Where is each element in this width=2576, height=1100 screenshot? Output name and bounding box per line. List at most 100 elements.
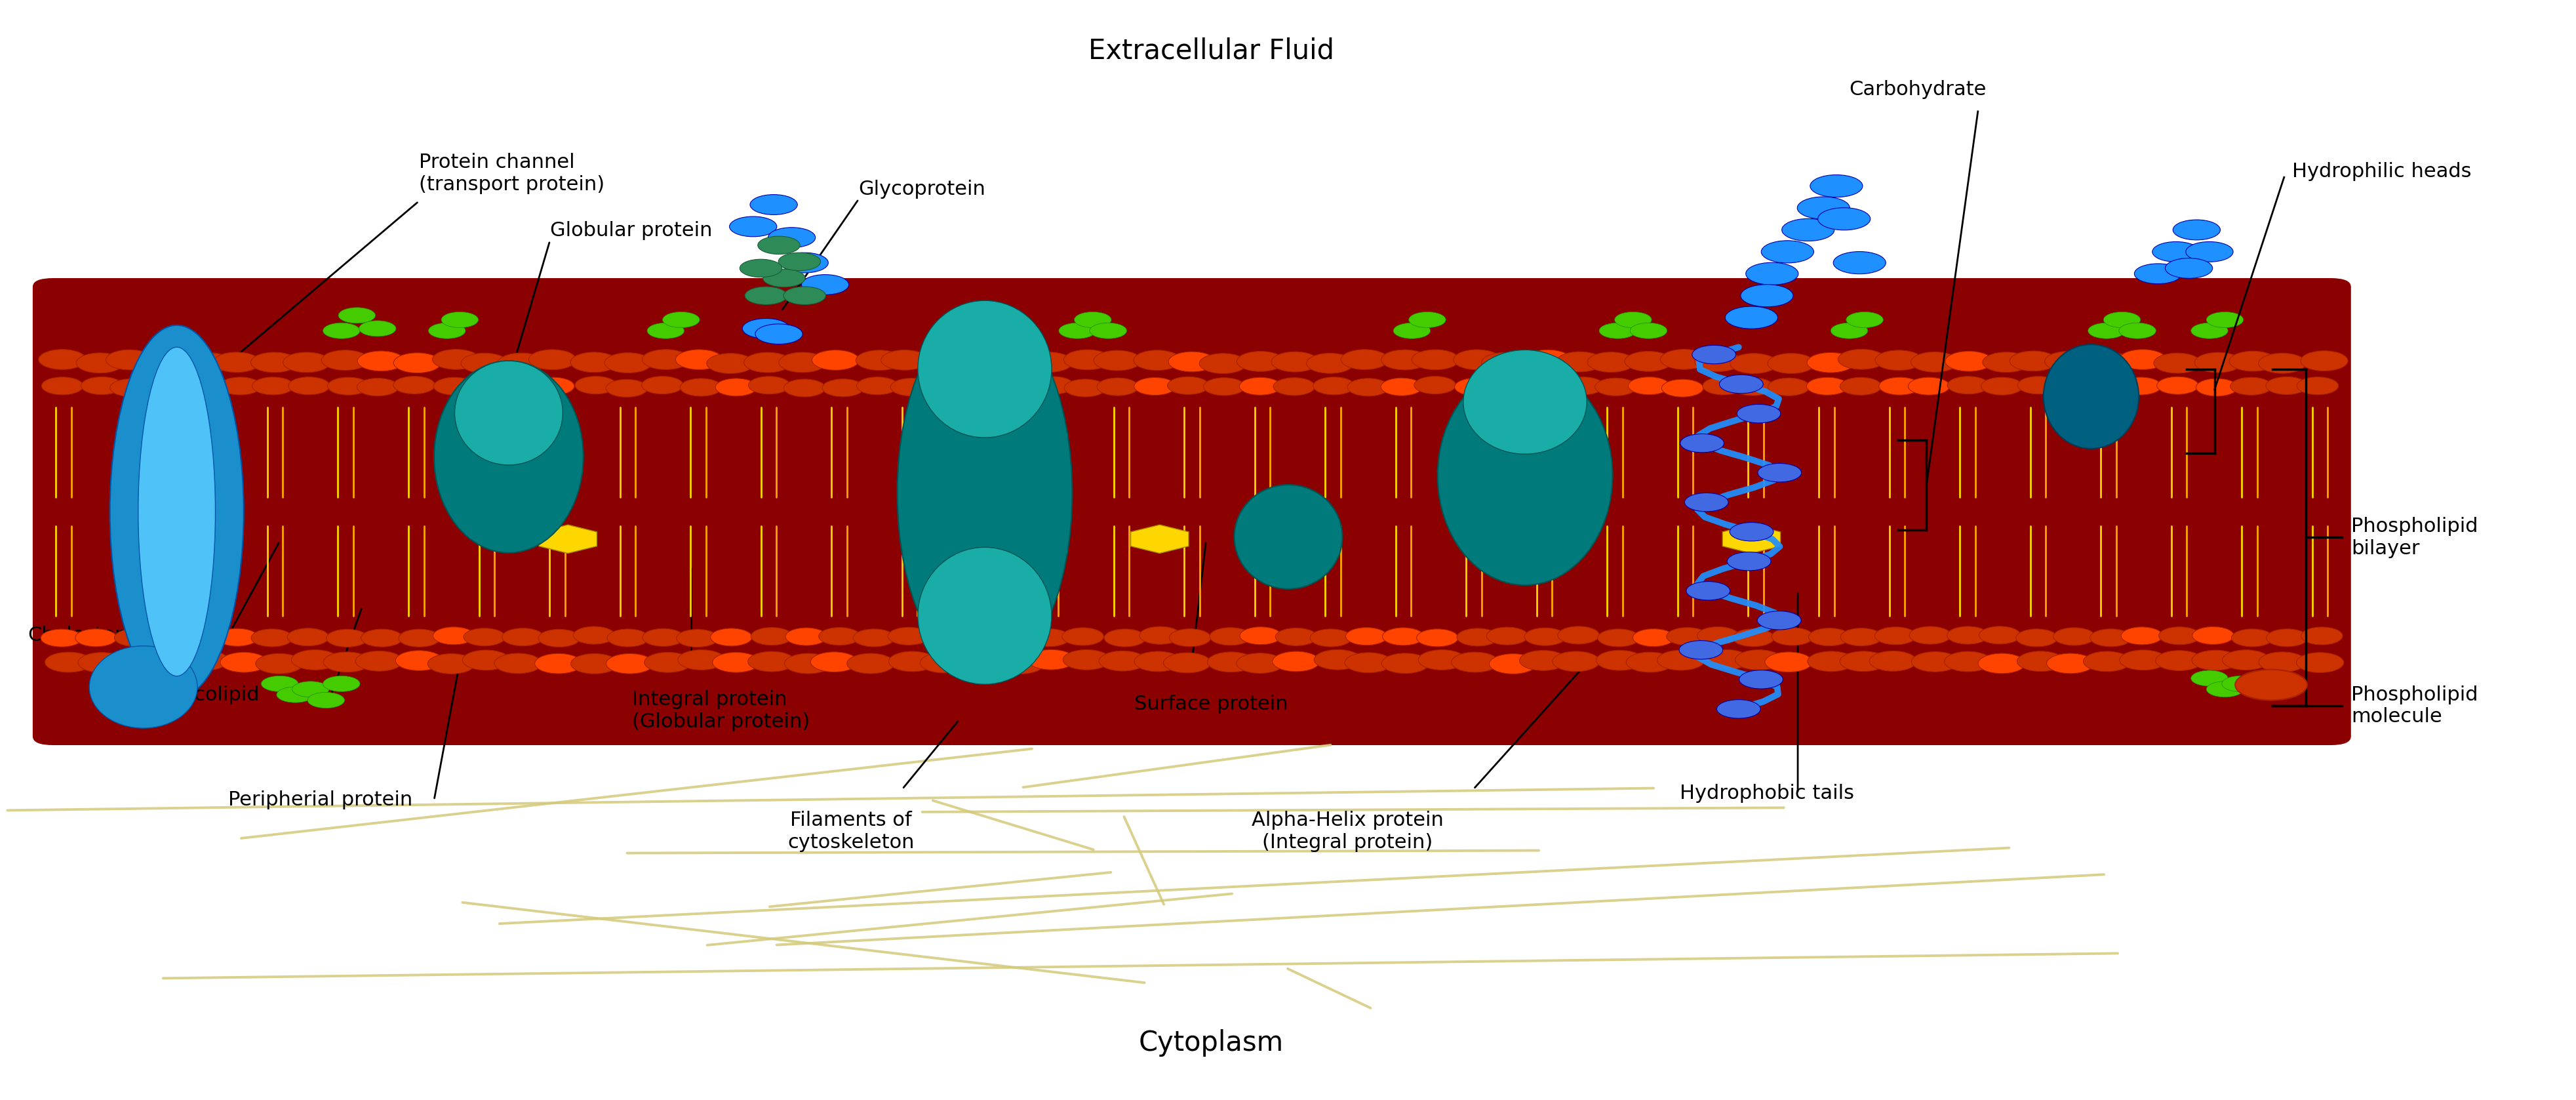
Text: Phospholipid
molecule: Phospholipid molecule — [2349, 685, 2478, 726]
Circle shape — [1736, 405, 1780, 422]
Circle shape — [2133, 264, 2182, 284]
Circle shape — [1625, 351, 1672, 372]
Circle shape — [1659, 350, 1708, 370]
Circle shape — [1911, 352, 1958, 372]
Circle shape — [286, 628, 330, 646]
Circle shape — [1947, 376, 1989, 394]
Circle shape — [322, 652, 371, 672]
Circle shape — [755, 323, 801, 344]
Circle shape — [1628, 377, 1669, 395]
Circle shape — [394, 650, 443, 671]
Circle shape — [644, 652, 690, 672]
Circle shape — [1656, 650, 1705, 670]
Circle shape — [1811, 175, 1862, 197]
Circle shape — [2195, 352, 2241, 373]
Circle shape — [768, 228, 814, 248]
Circle shape — [605, 379, 647, 397]
Text: Glycolipid: Glycolipid — [162, 685, 260, 704]
Circle shape — [2295, 377, 2339, 395]
Circle shape — [1728, 353, 1777, 374]
Text: Surface protein: Surface protein — [1133, 695, 1288, 714]
Circle shape — [1489, 653, 1535, 674]
Circle shape — [77, 353, 124, 373]
Circle shape — [605, 653, 654, 674]
Circle shape — [327, 377, 368, 395]
Circle shape — [1525, 377, 1566, 395]
Circle shape — [572, 653, 618, 674]
Circle shape — [1455, 378, 1497, 396]
Circle shape — [1875, 350, 1922, 371]
Circle shape — [1680, 433, 1723, 452]
Text: Phospholipid
bilayer: Phospholipid bilayer — [2349, 517, 2478, 558]
Circle shape — [2205, 312, 2244, 328]
Circle shape — [2154, 353, 2200, 373]
Circle shape — [106, 350, 152, 370]
Circle shape — [711, 652, 760, 672]
Circle shape — [1198, 353, 1247, 374]
Circle shape — [113, 629, 157, 647]
Circle shape — [2120, 627, 2161, 645]
Circle shape — [1978, 626, 2020, 644]
Circle shape — [1074, 312, 1110, 328]
Circle shape — [1667, 627, 1708, 646]
Circle shape — [1394, 322, 1430, 339]
Circle shape — [291, 681, 330, 697]
Circle shape — [428, 322, 466, 339]
Circle shape — [2151, 242, 2200, 262]
Circle shape — [1522, 350, 1571, 370]
Circle shape — [1739, 670, 1783, 689]
Circle shape — [307, 692, 345, 708]
Circle shape — [1345, 627, 1386, 646]
Circle shape — [219, 377, 260, 395]
Circle shape — [1839, 651, 1886, 671]
Circle shape — [1726, 552, 1770, 571]
Circle shape — [677, 650, 724, 670]
Circle shape — [250, 629, 294, 647]
Circle shape — [757, 236, 799, 254]
Circle shape — [1703, 650, 1749, 670]
Circle shape — [1064, 350, 1110, 370]
Circle shape — [1981, 352, 2030, 372]
Circle shape — [855, 377, 899, 395]
Circle shape — [2087, 353, 2133, 373]
Circle shape — [1236, 653, 1283, 673]
Ellipse shape — [1234, 485, 1342, 588]
Circle shape — [1481, 352, 1528, 373]
Circle shape — [464, 628, 505, 646]
Circle shape — [608, 629, 649, 647]
Ellipse shape — [917, 548, 1051, 684]
Circle shape — [747, 651, 796, 672]
Circle shape — [881, 350, 927, 370]
Ellipse shape — [90, 646, 198, 728]
Circle shape — [2084, 651, 2130, 671]
Circle shape — [394, 376, 435, 394]
Circle shape — [2231, 629, 2272, 647]
Circle shape — [39, 350, 85, 370]
Circle shape — [783, 379, 824, 397]
Circle shape — [762, 270, 804, 287]
Circle shape — [322, 675, 361, 692]
Circle shape — [180, 629, 224, 647]
Circle shape — [533, 377, 574, 395]
Circle shape — [1525, 628, 1566, 646]
Circle shape — [399, 629, 440, 647]
Circle shape — [1839, 628, 1880, 646]
Circle shape — [80, 377, 124, 395]
Circle shape — [855, 350, 904, 371]
Circle shape — [2156, 650, 2202, 671]
Ellipse shape — [2043, 344, 2138, 449]
Circle shape — [495, 653, 541, 673]
Circle shape — [747, 376, 791, 394]
Text: Extracellular Fluid: Extracellular Fluid — [1087, 37, 1334, 65]
Circle shape — [1837, 349, 1886, 370]
Circle shape — [574, 376, 616, 394]
Circle shape — [149, 653, 196, 673]
Circle shape — [1381, 653, 1430, 673]
Circle shape — [2017, 376, 2058, 394]
Circle shape — [361, 629, 402, 647]
Circle shape — [853, 629, 894, 647]
Ellipse shape — [896, 309, 1072, 676]
Circle shape — [2300, 627, 2342, 645]
Circle shape — [77, 652, 126, 672]
Circle shape — [327, 629, 368, 647]
